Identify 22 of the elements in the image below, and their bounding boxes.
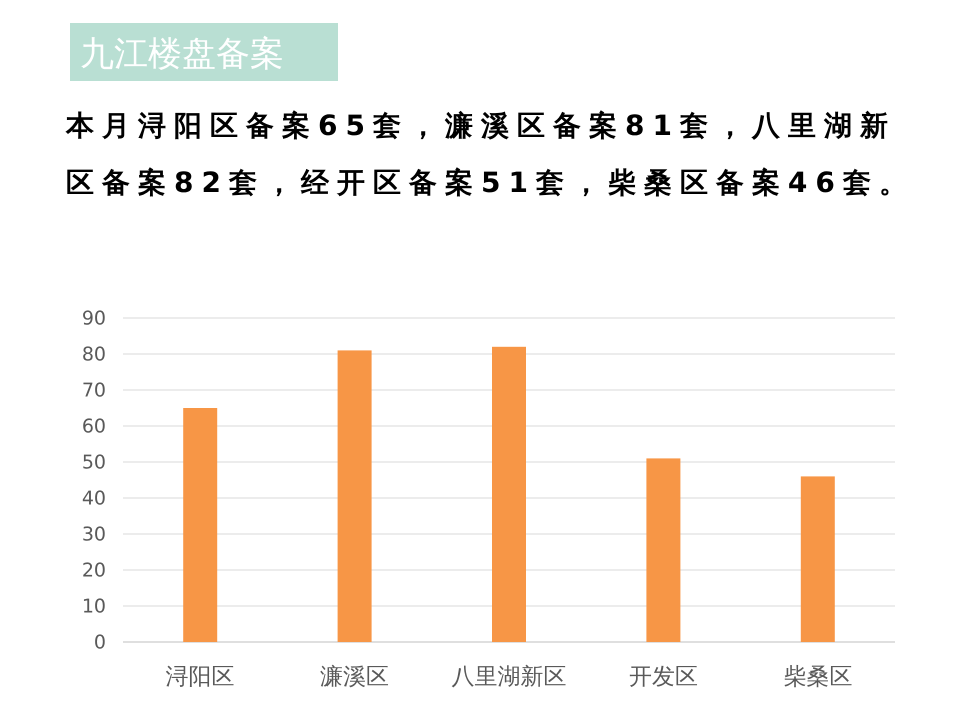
x-tick-label: 八里湖新区 bbox=[452, 664, 566, 690]
y-tick-label: 0 bbox=[94, 632, 106, 654]
x-tick-label: 濂溪区 bbox=[320, 664, 390, 690]
y-tick-label: 10 bbox=[82, 596, 106, 618]
y-tick-label: 30 bbox=[82, 524, 106, 546]
bar bbox=[492, 346, 526, 642]
y-tick-label: 70 bbox=[82, 380, 106, 402]
chart-subtitle: 本月浔阳区备案65套，濂溪区备案81套，八里湖新区备案82套，经开区备案51套，柴桑区备案46套。 bbox=[65, 109, 915, 199]
x-tick-label: 浔阳区 bbox=[166, 664, 235, 690]
x-tick-label: 开发区 bbox=[628, 664, 698, 690]
y-tick-label: 50 bbox=[82, 452, 106, 474]
bar bbox=[646, 458, 680, 642]
x-tick-label: 柴桑区 bbox=[783, 664, 852, 690]
y-tick-label: 40 bbox=[82, 488, 106, 510]
bar bbox=[183, 408, 218, 642]
chart-title: 九江楼盘备案 bbox=[80, 34, 284, 74]
y-tick-label: 60 bbox=[82, 416, 106, 438]
y-tick-label: 80 bbox=[82, 344, 106, 366]
bar bbox=[800, 476, 835, 642]
y-tick-label: 20 bbox=[82, 560, 106, 582]
y-tick-label: 90 bbox=[82, 308, 106, 330]
bar bbox=[338, 350, 372, 642]
